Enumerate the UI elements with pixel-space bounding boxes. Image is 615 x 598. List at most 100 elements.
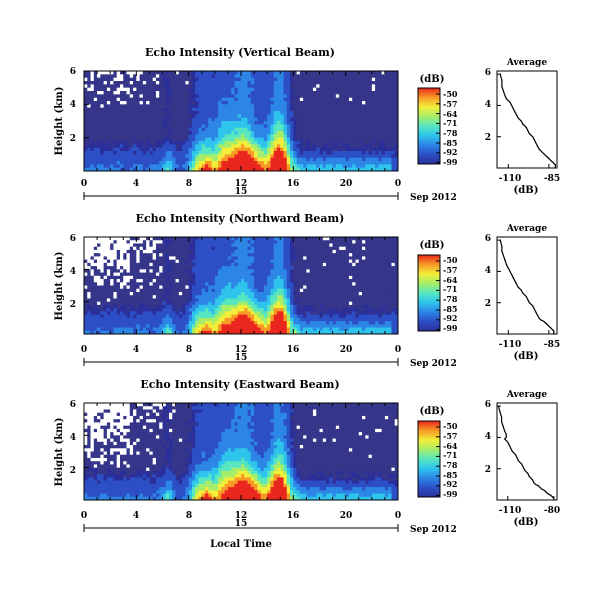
heatmap-cell [286, 107, 291, 112]
heatmap-cell [100, 237, 105, 241]
heatmap-cell [250, 246, 255, 251]
heatmap-cell [371, 161, 376, 165]
heatmap-cell [218, 311, 222, 315]
heatmap-cell [201, 301, 206, 306]
heatmap-cell [188, 269, 193, 273]
heatmap-cell [293, 311, 297, 315]
heatmap-cell [87, 94, 91, 99]
heatmap-cell [299, 127, 304, 132]
heatmap-cell [290, 147, 294, 152]
heatmap-cell [335, 147, 340, 152]
heatmap-cell [227, 259, 232, 264]
heatmap-cell [371, 111, 376, 115]
heatmap-cell [384, 137, 389, 142]
heatmap-cell [149, 262, 154, 267]
heatmap-cell [342, 127, 347, 132]
heatmap-cell [119, 94, 124, 99]
heatmap-cell [116, 243, 121, 248]
heatmap-cell [296, 71, 301, 75]
heatmap-cell [237, 240, 242, 244]
heatmap-cell [290, 91, 294, 95]
heatmap-cell [201, 262, 206, 267]
heatmap-cell [218, 262, 222, 267]
heatmap-cell [116, 330, 121, 335]
heatmap-cell [175, 237, 180, 241]
heatmap-cell [384, 117, 389, 122]
heatmap-cell [280, 84, 284, 89]
heatmap-cell [139, 327, 144, 332]
heatmap-cell [113, 134, 118, 139]
heatmap-cell [358, 77, 363, 82]
heatmap-cell [326, 107, 330, 112]
heatmap-cell [178, 249, 183, 254]
heatmap-cell [185, 327, 190, 332]
heatmap-cell [221, 301, 226, 306]
heatmap-cell [87, 262, 91, 267]
heatmap-cell [139, 131, 144, 135]
heatmap-cell [159, 117, 163, 122]
heatmap-cell [103, 272, 108, 277]
heatmap-cell [178, 157, 183, 162]
heatmap-cell [87, 327, 91, 332]
heatmap-cell [103, 107, 108, 112]
heatmap-cell [381, 71, 386, 75]
heatmap-cell [250, 114, 255, 119]
heatmap-cell [335, 91, 340, 95]
heatmap-cell [191, 121, 196, 125]
average-point [501, 86, 503, 88]
heatmap-cell [201, 84, 206, 89]
heatmap-cell [254, 144, 258, 149]
heatmap-cell [296, 167, 301, 172]
heatmap-cell [155, 134, 160, 139]
heatmap-cell [211, 144, 216, 149]
heatmap-cell [110, 97, 114, 102]
heatmap-cell [286, 124, 291, 129]
heatmap-cell [133, 327, 137, 332]
heatmap-cell [394, 94, 399, 99]
heatmap-cell [257, 101, 262, 105]
heatmap-cell [90, 137, 95, 142]
heatmap-cell [237, 141, 242, 145]
heatmap-cell [155, 330, 160, 335]
heatmap-cell [165, 157, 170, 162]
heatmap-cell [159, 253, 163, 257]
heatmap-cell [234, 259, 239, 264]
heatmap-cell [185, 164, 190, 169]
heatmap-cell [126, 279, 131, 283]
heatmap-cell [227, 141, 232, 145]
heatmap-cell [270, 301, 275, 306]
heatmap-cell [155, 117, 160, 122]
heatmap-cell [234, 237, 239, 241]
heatmap-cell [136, 84, 140, 89]
heatmap-cell [129, 131, 134, 135]
heatmap-cell [231, 147, 235, 152]
average-point [543, 153, 545, 155]
heatmap-cell [388, 134, 392, 139]
heatmap-cell [211, 298, 216, 303]
heatmap-cell [250, 321, 255, 325]
heatmap-cell [286, 324, 291, 328]
heatmap-cell [106, 144, 111, 149]
heatmap-cell [211, 91, 216, 95]
heatmap-cell [90, 288, 95, 293]
heatmap-cell [290, 311, 294, 315]
heatmap-cell [355, 134, 360, 139]
heatmap-cell [319, 127, 324, 132]
heatmap-cell [119, 157, 124, 162]
heatmap-cell [394, 151, 399, 155]
heatmap-cell [218, 301, 222, 306]
heatmap-cell [113, 301, 118, 306]
heatmap-cell [185, 157, 190, 162]
heatmap-cell [165, 141, 170, 145]
heatmap-cell [241, 259, 245, 264]
heatmap-cell [286, 246, 291, 251]
heatmap-cell [172, 134, 176, 139]
heatmap-cell [339, 91, 343, 95]
heatmap-cell [155, 237, 160, 241]
heatmap-cell [283, 151, 288, 155]
heatmap-cell [316, 114, 320, 119]
heatmap-cell [188, 246, 193, 251]
heatmap-cell [345, 147, 350, 152]
heatmap-cell [205, 243, 209, 248]
heatmap-cell [133, 324, 137, 328]
